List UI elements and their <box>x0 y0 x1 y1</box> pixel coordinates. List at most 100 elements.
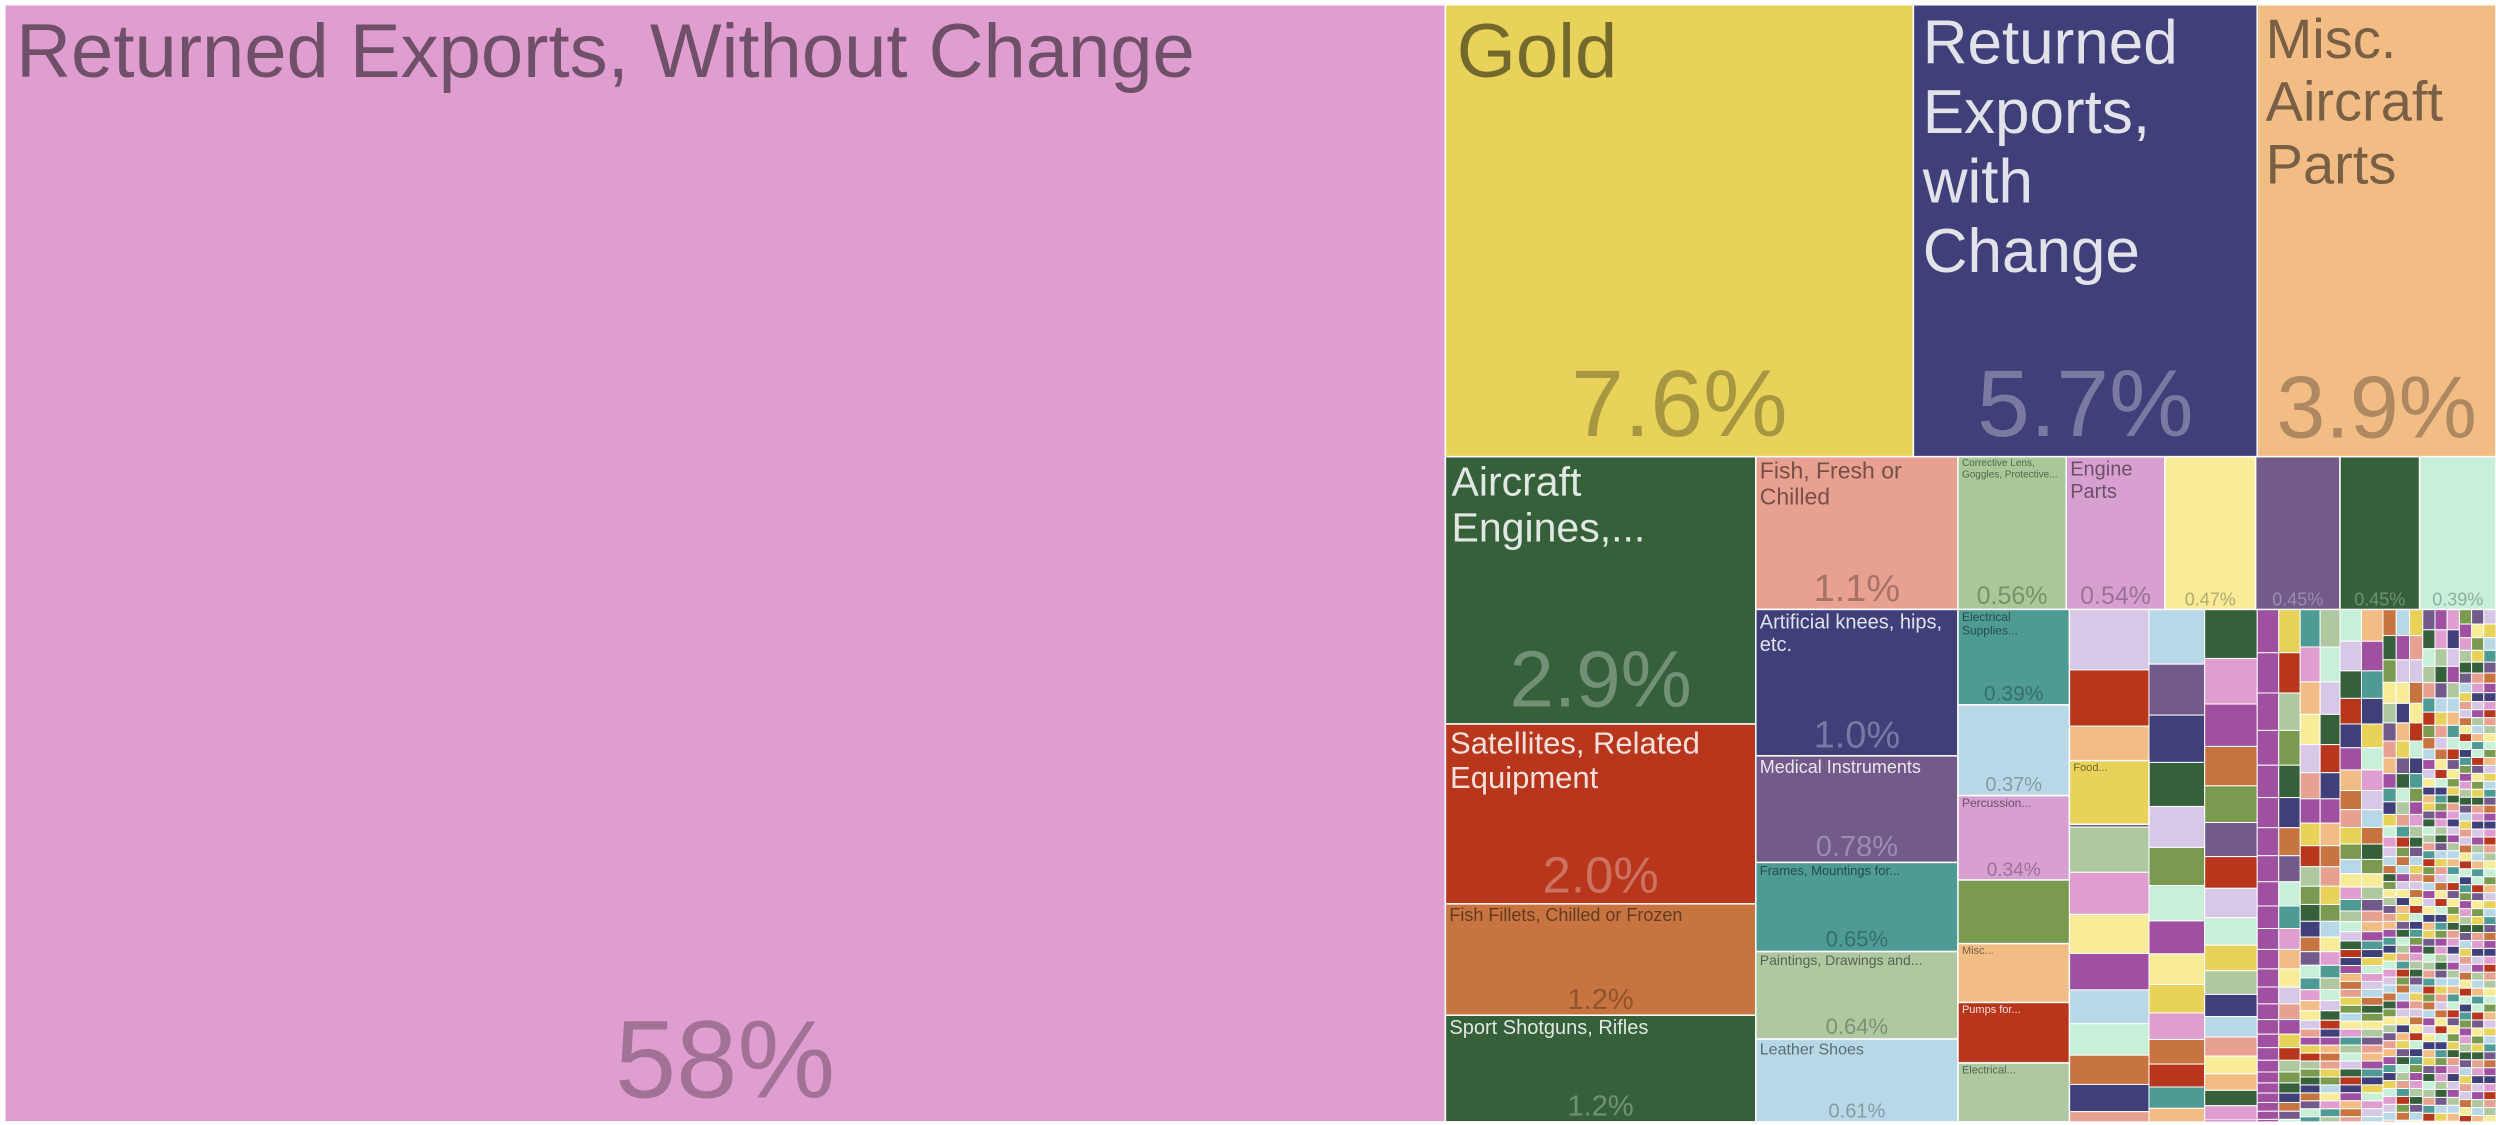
small-cell <box>2382 722 2397 742</box>
small-cell <box>2278 764 2301 799</box>
cell-label: Misc... <box>1962 945 1994 957</box>
small-cell <box>2278 1071 2301 1084</box>
small-cell <box>2339 1068 2362 1078</box>
small-cell <box>2382 936 2397 946</box>
small-cell <box>2395 1111 2411 1121</box>
small-cell <box>2471 892 2485 902</box>
cell-value: 1.2% <box>1568 1090 1634 1122</box>
small-cell <box>2319 1019 2341 1030</box>
small-cell <box>2483 868 2496 878</box>
small-cell <box>2483 1091 2496 1101</box>
cell: Electrical... <box>1957 1062 2071 1123</box>
label-line: Medical Instruments <box>1760 757 1921 777</box>
small-cell <box>2483 764 2496 774</box>
small-cell <box>2422 1009 2436 1019</box>
small-cell <box>2483 1107 2496 1117</box>
small-cell <box>2483 1083 2496 1093</box>
small-cell <box>2395 1056 2411 1066</box>
cell-label: Paintings, Drawings and... <box>1760 952 1923 968</box>
small-cell <box>2382 846 2397 858</box>
small-cell <box>2483 932 2496 941</box>
small-cell <box>2382 635 2397 661</box>
small-cell <box>2204 745 2258 787</box>
small-cell <box>2395 897 2411 907</box>
small-cell <box>2299 1060 2321 1070</box>
small-cell <box>2422 953 2436 963</box>
cell-value: 0.34% <box>1987 860 2041 881</box>
small-cell <box>2422 1025 2436 1035</box>
small-cell <box>2471 741 2485 751</box>
cell-rect <box>1755 861 1959 953</box>
small-cell <box>2395 1016 2411 1026</box>
small-cell <box>2278 797 2301 829</box>
small-cell <box>2360 921 2384 933</box>
small-cell <box>2409 1111 2424 1121</box>
small-cell <box>2339 972 2362 982</box>
small-cell <box>2339 723 2362 749</box>
small-cell <box>2360 1108 2384 1118</box>
cell: Percussion... 0.34% <box>1957 794 2071 881</box>
small-cell <box>2422 929 2436 939</box>
small-cell <box>2319 1060 2341 1070</box>
small-cell <box>2204 1073 2258 1091</box>
small-cell <box>2422 778 2436 788</box>
small-cell <box>2446 1073 2460 1083</box>
small-cell <box>2409 1087 2424 1097</box>
small-cell <box>2339 1028 2362 1038</box>
small-cell <box>2339 910 2362 923</box>
small-cell <box>2409 1080 2424 1089</box>
small-cell <box>2483 1067 2496 1077</box>
small-cell <box>2434 858 2448 868</box>
small-cell <box>2409 873 2424 883</box>
small-cell <box>2471 955 2485 965</box>
small-cell <box>2422 850 2436 860</box>
small-cell <box>2434 1088 2448 1098</box>
small-cell <box>2458 1051 2473 1061</box>
small-cell <box>2319 1084 2341 1094</box>
small-cell <box>2422 945 2436 955</box>
small-cell <box>2409 865 2424 875</box>
small-cell <box>2458 772 2473 782</box>
cell-rect <box>1444 903 1757 1016</box>
small-cell <box>2422 882 2436 892</box>
small-cell <box>2422 961 2436 971</box>
small-cell <box>2458 828 2473 838</box>
small-cell <box>2422 905 2436 915</box>
small-cell <box>2434 1049 2448 1059</box>
small-cell <box>2409 1119 2424 1123</box>
small-cell <box>2409 1016 2424 1026</box>
label-line: Electrical <box>1962 610 2011 624</box>
cell-value: 0.45% <box>2354 589 2405 609</box>
small-cell <box>2299 1068 2321 1078</box>
small-cell <box>2395 856 2411 867</box>
small-cell <box>2382 889 2397 899</box>
small-cell <box>2409 897 2424 907</box>
small-cell <box>2422 1065 2436 1075</box>
small-cell <box>2422 969 2436 979</box>
cell-label: Frames, Mountings for... <box>1760 863 1900 878</box>
small-cell <box>2339 843 2362 860</box>
small-cell <box>2382 836 2397 848</box>
small-cell <box>2483 717 2496 727</box>
small-cell <box>2395 1008 2411 1018</box>
small-cell <box>2471 876 2485 886</box>
small-cell <box>2409 936 2424 946</box>
small-cell <box>2360 1036 2384 1046</box>
small-cell <box>2458 672 2473 684</box>
small-cell <box>2458 939 2473 949</box>
small-cell <box>2360 996 2384 1006</box>
small-cell <box>2446 1049 2460 1059</box>
small-cell <box>2409 825 2424 838</box>
small-cell <box>2278 1033 2301 1049</box>
small-cell <box>2278 1047 2301 1061</box>
label-line: Electrical... <box>1962 1064 2016 1076</box>
small-cell <box>2299 1044 2321 1054</box>
small-cell <box>2446 748 2460 761</box>
small-cell <box>2299 903 2321 922</box>
small-cell <box>2434 874 2448 884</box>
small-cell <box>2256 1092 2280 1103</box>
small-cell <box>2319 936 2341 953</box>
cell-value: 0.39% <box>2432 589 2483 609</box>
label-line: Chilled <box>1760 483 1830 509</box>
